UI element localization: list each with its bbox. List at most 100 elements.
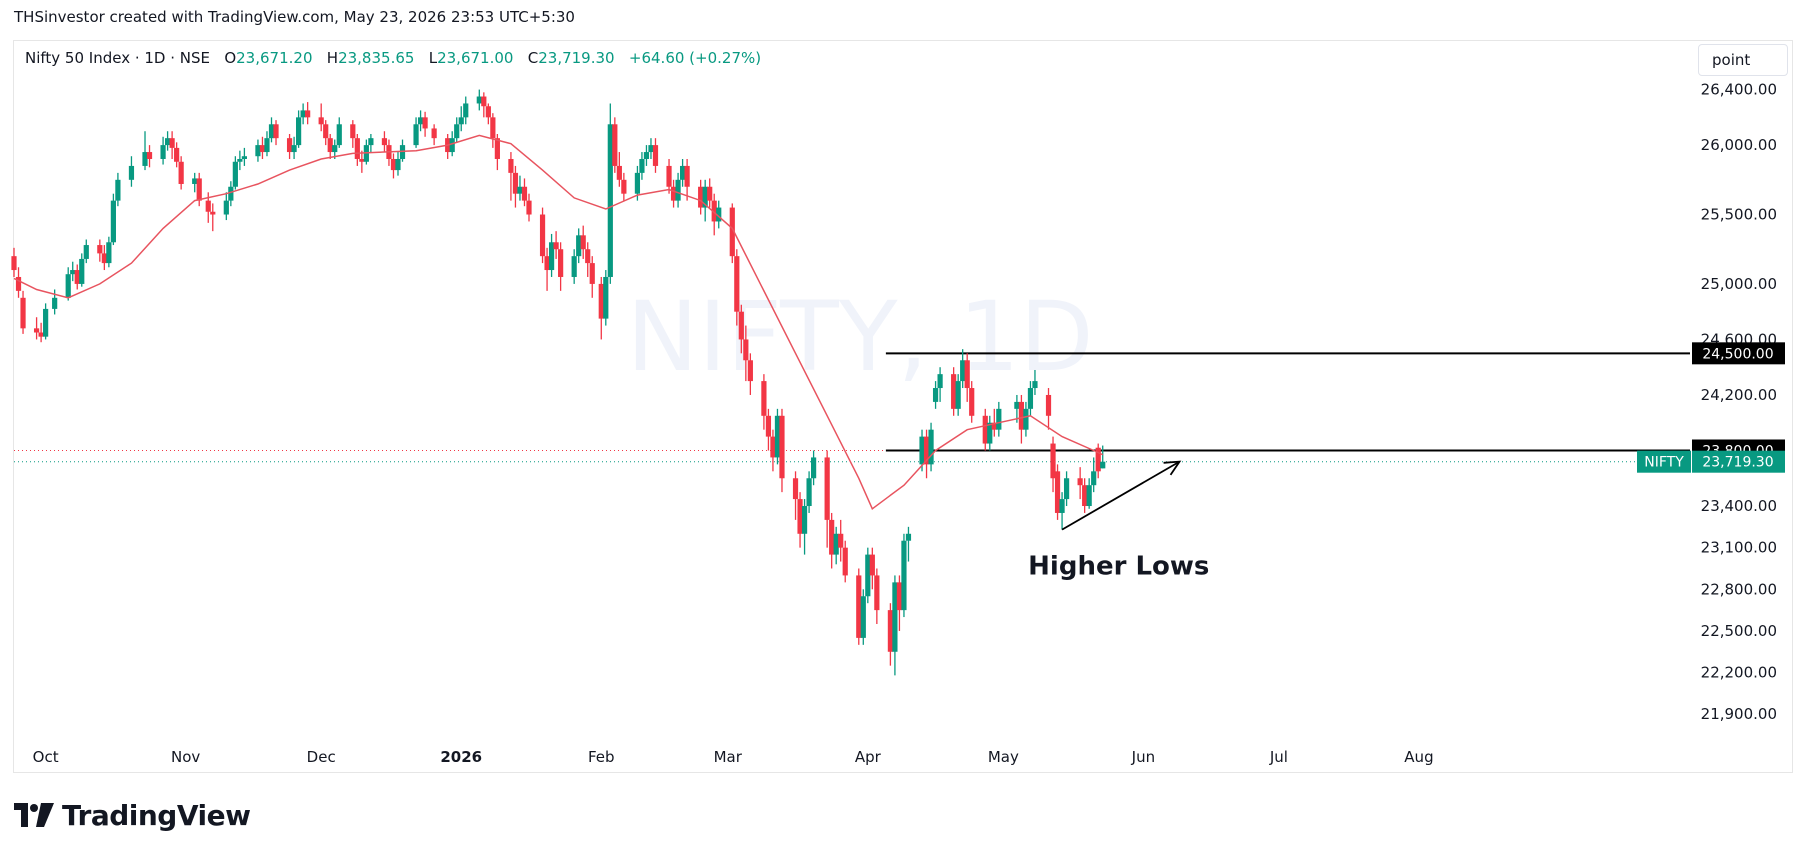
candle-body (20, 297, 26, 329)
candle (571, 249, 577, 284)
candle-body (670, 186, 677, 201)
candle-body (463, 103, 469, 118)
candle (1027, 381, 1034, 416)
candle (336, 117, 342, 148)
candle-body (1063, 478, 1070, 500)
candle (228, 181, 234, 207)
candle (698, 179, 704, 215)
candle-body (174, 147, 180, 162)
candle-body (83, 245, 89, 259)
candle-body (639, 158, 645, 173)
candle-body (458, 117, 464, 125)
candle-body (11, 256, 17, 271)
candle (585, 242, 591, 277)
candle (33, 317, 40, 340)
candle-body (128, 165, 135, 180)
candle-body (761, 381, 767, 416)
legend-close-value: 23,719.30 (538, 49, 615, 67)
candle-body (711, 200, 717, 222)
candle-body (684, 165, 690, 187)
legend-high-label: H (326, 49, 339, 67)
last-price-tag-bg (1692, 450, 1785, 473)
y-tick-label: 22,500.00 (1701, 622, 1777, 640)
candle-body (544, 256, 550, 271)
candle-body (770, 436, 776, 458)
candle (969, 381, 975, 423)
price-unit-button[interactable]: point (1698, 44, 1788, 76)
candle-body (666, 165, 672, 187)
candle-body (806, 478, 812, 507)
candle-body (856, 575, 862, 638)
candle-body (517, 186, 523, 194)
candle (1077, 467, 1083, 500)
candle-body (982, 415, 988, 444)
candle-body (643, 152, 650, 159)
candle-body (237, 158, 243, 162)
candle (747, 353, 753, 395)
candle (792, 471, 799, 520)
candle-body (571, 256, 577, 277)
candle-body (869, 554, 875, 576)
tradingview-logo[interactable]: TradingView (14, 798, 251, 832)
candle (539, 207, 546, 264)
candle-body (1100, 461, 1106, 469)
candle-body (1091, 471, 1097, 486)
candle-body (476, 96, 482, 104)
candle (1032, 369, 1038, 395)
candle (679, 158, 686, 187)
candle (490, 113, 496, 148)
candle (101, 245, 107, 271)
candle-body (286, 138, 293, 153)
candle-body (1095, 447, 1101, 472)
candle (761, 374, 767, 430)
legend-open-label: O (224, 49, 237, 67)
candle (833, 526, 839, 565)
candle (38, 322, 44, 343)
candle-body (273, 124, 279, 139)
candle-body (146, 152, 153, 159)
higher-lows-trend-arrow[interactable] (1061, 460, 1180, 531)
candle-body (521, 186, 528, 201)
candle (1059, 492, 1065, 530)
candle-body (228, 186, 234, 201)
candle (1050, 436, 1056, 493)
symbol-tag-label: NIFTY (1644, 455, 1684, 471)
candle (576, 228, 582, 264)
candle (508, 152, 514, 201)
candle-body (318, 117, 324, 125)
candle-body (264, 138, 270, 153)
candle-body (368, 138, 374, 146)
candle-body (797, 499, 803, 534)
candle (431, 124, 437, 146)
candle (476, 89, 482, 111)
candle (241, 147, 247, 166)
candle (196, 172, 202, 207)
legend-symbol: Nifty 50 Index · 1D · NSE (25, 49, 211, 67)
candle-body (612, 124, 618, 166)
candle (146, 145, 153, 168)
candle (97, 239, 103, 262)
candle (896, 575, 903, 631)
candle (580, 225, 586, 259)
candle-body (964, 360, 970, 389)
candle-body (106, 242, 112, 264)
candle-body (354, 138, 360, 159)
candle (1023, 401, 1029, 437)
candle (666, 158, 672, 194)
candle (797, 492, 803, 548)
candle-body (454, 124, 460, 139)
candle (255, 139, 261, 162)
candle-body (449, 138, 455, 153)
candle (960, 349, 966, 389)
candle-body (734, 256, 740, 312)
candle (996, 401, 1002, 437)
candle (589, 256, 595, 298)
candle (734, 249, 740, 326)
candle (955, 374, 961, 416)
legend-low-label: L (428, 49, 438, 67)
candle (142, 131, 148, 171)
candle (115, 172, 121, 207)
candle (83, 239, 89, 264)
candle-body (987, 422, 993, 444)
